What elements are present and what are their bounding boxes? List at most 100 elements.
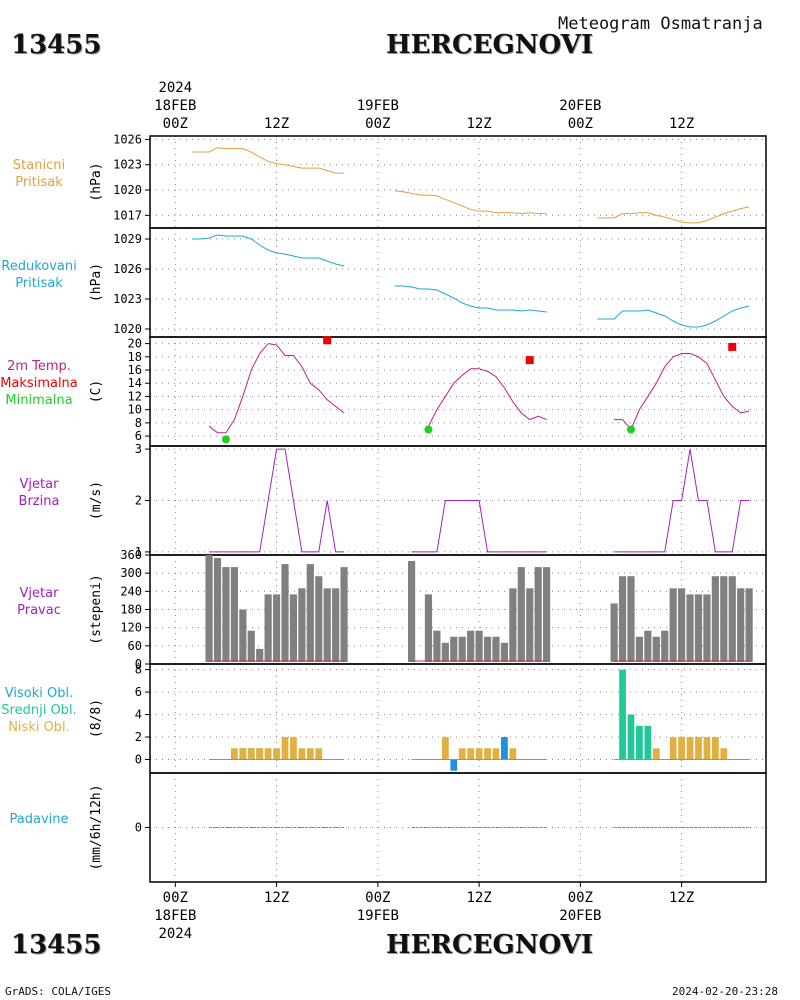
cloud-bar — [306, 748, 314, 760]
cloud-bar — [720, 748, 728, 760]
wind-direction-bar — [433, 630, 441, 662]
series-line-wind_speed-2 — [614, 449, 750, 553]
panel-label-line: Pravac — [17, 602, 61, 618]
wind-direction-bar — [222, 567, 230, 662]
wind-direction-bar — [526, 588, 534, 662]
year-label-bottom: 2024 — [158, 926, 192, 942]
series-line-reduced_pressure-2 — [597, 305, 750, 328]
wind-direction-bar — [483, 636, 492, 662]
wind-direction-bar — [264, 594, 272, 662]
y-tick-label: 2 — [135, 730, 142, 744]
cloud-bar — [652, 748, 660, 760]
cloud-bar — [247, 748, 255, 760]
y-tick-label: 12 — [128, 389, 142, 403]
cloud-bar — [290, 737, 297, 760]
panel-frame-precipitation — [149, 772, 767, 883]
time-tick-label-top: 12Z — [669, 116, 694, 132]
wind-direction-bar — [652, 636, 660, 662]
panel-label-line: Padavine — [9, 812, 69, 827]
date-label-top: 19FEB — [357, 98, 399, 114]
unit-label-clouds: (8/8) — [89, 699, 104, 738]
wind-direction-bar — [441, 642, 449, 662]
min-temp-marker — [626, 425, 635, 434]
time-tick-label-top: 00Z — [365, 116, 390, 132]
date-label-bottom: 20FEB — [559, 908, 601, 924]
series-line-wind_speed-0 — [209, 448, 345, 553]
wind-direction-bar — [332, 588, 340, 662]
y-tick-label: 6 — [135, 429, 142, 443]
panel-label-clouds: Visoki Obl. Srednji Obl. Niski Obl. — [0, 685, 78, 736]
y-tick-label: 300 — [120, 566, 142, 580]
time-tick-label-bottom: 00Z — [568, 890, 593, 906]
y-tick-label: 18 — [128, 350, 142, 364]
series-line-station_pressure-2 — [597, 206, 750, 224]
cloud-bar — [281, 737, 289, 760]
cloud-bar — [492, 748, 500, 760]
wind-direction-bar — [669, 588, 677, 662]
date-label-top: 20FEB — [559, 98, 601, 114]
wind-direction-bar — [230, 567, 238, 662]
series-line-temperature-0 — [208, 343, 345, 434]
min-temp-marker — [221, 435, 230, 444]
series-line-temperature-2 — [614, 353, 750, 431]
panel-label-line: Vjetar — [19, 585, 59, 601]
wind-direction-bar — [247, 630, 255, 662]
time-tick-label-bottom: 12Z — [669, 890, 694, 906]
cloud-bar — [484, 748, 491, 760]
time-tick-label-top: 00Z — [163, 116, 188, 132]
y-tick-label: 1023 — [113, 158, 142, 172]
cloud-bar — [298, 748, 306, 760]
time-tick-label-bottom: 12Z — [264, 890, 289, 906]
cloud-bar — [711, 737, 719, 760]
wind-direction-bar — [627, 576, 635, 662]
y-tick-label: 2 — [135, 494, 142, 508]
station-id-top: 13455 — [11, 30, 102, 60]
y-tick-label: 0 — [135, 657, 142, 671]
series-line-temperature-1 — [428, 368, 547, 427]
y-tick-label: 1026 — [113, 262, 142, 276]
wind-direction-bar — [306, 564, 314, 662]
panel-label-wind_speed: Vjetar Brzina — [0, 476, 78, 510]
y-tick-label: 1026 — [113, 132, 142, 146]
wind-direction-bar — [340, 567, 348, 662]
wind-direction-bar — [213, 558, 222, 662]
time-tick-label-top: 12Z — [466, 116, 491, 132]
y-tick-label: 14 — [128, 376, 142, 390]
wind-direction-bar — [509, 588, 517, 662]
wind-direction-bar — [517, 567, 525, 662]
cloud-bar — [627, 714, 635, 760]
wind-direction-bar — [703, 594, 711, 662]
meteogram-subtitle: Meteogram Osmatranja — [558, 14, 763, 34]
wind-direction-bar — [500, 642, 508, 662]
wind-direction-bar — [256, 648, 264, 662]
cloud-bar — [695, 737, 702, 760]
unit-label-reduced_pressure: (hPa) — [89, 263, 104, 302]
panel-frame-station_pressure — [149, 135, 767, 229]
y-tick-label: 1 — [135, 545, 142, 559]
cloud-bar — [669, 737, 677, 760]
panel-label-precipitation: Padavine — [0, 811, 78, 828]
wind-direction-bar — [678, 588, 686, 662]
y-tick-label: 6 — [135, 685, 142, 699]
series-line-reduced_pressure-1 — [394, 285, 547, 313]
y-tick-label: 1020 — [113, 183, 142, 197]
cloud-bar — [256, 748, 264, 760]
wind-direction-bar — [475, 630, 483, 662]
wind-direction-bar — [543, 567, 551, 662]
wind-direction-bar — [450, 636, 458, 662]
y-tick-label: 8 — [135, 663, 142, 677]
wind-direction-bar — [745, 588, 753, 662]
station-name-bottom: HERCEGNOVI — [386, 930, 593, 960]
y-tick-label: 3 — [135, 442, 142, 456]
wind-direction-bar — [661, 630, 669, 662]
wind-direction-bar — [618, 576, 627, 662]
panel-label-line: Redukovani — [1, 258, 77, 274]
panel-label-line: Niski Obl. — [8, 720, 70, 735]
y-tick-label: 1020 — [113, 322, 142, 336]
panel-label-reduced_pressure: Redukovani Pritisak — [0, 258, 78, 292]
y-tick-label: 8 — [135, 416, 142, 430]
cloud-bar — [264, 748, 272, 760]
wind-direction-bar — [458, 636, 466, 662]
wind-direction-bar — [315, 576, 323, 662]
series-line-station_pressure-1 — [394, 190, 547, 215]
